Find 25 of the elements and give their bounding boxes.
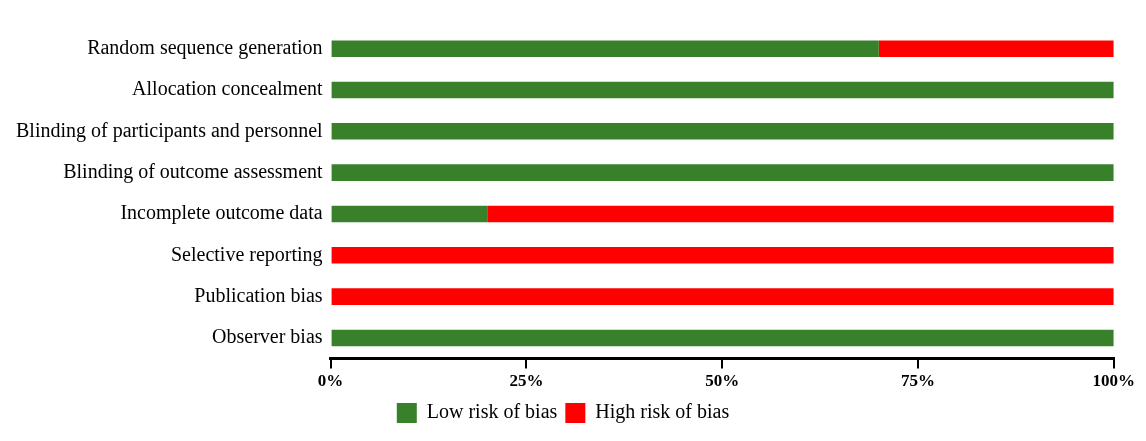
x-tick-label: 0%: [317, 371, 344, 391]
y-tick-label: Blinding of outcome assessment: [63, 159, 324, 183]
legend-label: Low risk of bias: [426, 400, 558, 423]
legend-label: High risk of bias: [595, 400, 730, 424]
y-tick-label: Observer bias: [212, 325, 323, 348]
bar: [331, 288, 1114, 305]
bar: [331, 205, 488, 223]
bar: [878, 40, 1114, 57]
bar: [331, 81, 1114, 99]
y-tick-label: Incomplete outcome data: [120, 201, 323, 225]
y-tick-label: Selective reporting: [170, 242, 323, 266]
bar: [331, 164, 1114, 181]
x-tick-label: 75%: [900, 371, 935, 391]
bar: [331, 329, 1114, 347]
y-tick-label: Allocation concealment: [132, 77, 324, 100]
bar: [487, 205, 1114, 223]
x-tick-label: 50%: [705, 371, 740, 391]
bar: [331, 40, 879, 57]
x-tick-label: 25%: [509, 371, 544, 391]
y-tick-label: Publication bias: [194, 283, 323, 306]
y-tick-label: Random sequence generation: [87, 35, 323, 59]
bar: [331, 247, 1114, 264]
bar: [331, 123, 1114, 140]
y-tick-label: Blinding of participants and personnel: [15, 118, 324, 142]
x-tick-label: 100%: [1092, 371, 1135, 391]
